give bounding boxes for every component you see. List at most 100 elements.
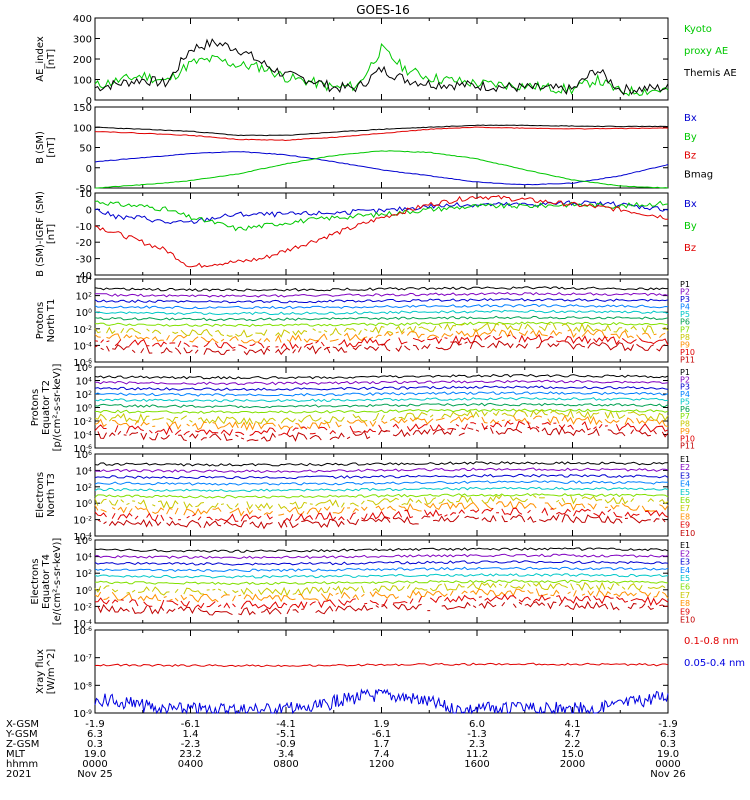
series-xray-long (94, 662, 669, 668)
series-bz (94, 126, 669, 142)
x-row-value: 6.3 (87, 729, 103, 740)
legend-entry: P3 (680, 295, 690, 304)
legend-entry: P5 (680, 310, 690, 319)
x-row-value: -1.9 (658, 719, 678, 730)
series-themis-ae (94, 38, 669, 96)
x-row-value: 15.0 (561, 749, 583, 760)
flux-channel-3 (94, 298, 669, 304)
y-tick-label: 0 (86, 164, 92, 175)
legend-entry: P6 (680, 405, 690, 414)
y-tick-label: 10-8 (73, 681, 92, 693)
legend-entry: P11 (680, 442, 695, 451)
flux-channel-4 (94, 303, 669, 310)
flux-channel-1 (94, 461, 668, 467)
y-axis-label: [W/m^2] (46, 649, 57, 695)
x-row-value: 1.7 (374, 739, 390, 750)
x-row-value: -2.3 (181, 739, 201, 750)
panel-3: -40 -30 -20 -10 0 10 B (SM)-IGRF (SM) [nT] Bx By B… (35, 189, 697, 282)
legend-entry: Bmag (684, 170, 713, 181)
flux-channel-7 (94, 494, 669, 510)
flux-channel-10 (94, 420, 669, 437)
panel-frame (94, 278, 669, 363)
flux-channel-8 (94, 588, 669, 603)
plot-title: GOES-16 (356, 3, 410, 17)
y-tick-label: 10-6 (73, 626, 92, 638)
flux-channel-6 (94, 402, 669, 409)
x-row-value: 11.2 (466, 749, 488, 760)
flux-channel-6 (94, 315, 669, 322)
y-tick-label: 10-4 (73, 532, 92, 544)
y-tick-label: 200 (73, 55, 92, 66)
flux-channel-3 (94, 473, 669, 480)
x-row-value: -4.1 (276, 719, 296, 730)
x-row-label: X-GSM (6, 719, 39, 730)
y-tick-label: 102 (75, 291, 92, 303)
y-axis-label: AE_index (35, 36, 46, 82)
series-by (94, 200, 669, 232)
y-axis-label: North T1 (46, 299, 57, 343)
legend-entry: P2 (680, 375, 690, 384)
legend-entry: E2 (680, 463, 690, 472)
legend-entry: P5 (680, 397, 690, 406)
y-axis-label: [nT] (46, 49, 57, 69)
y-tick-label: -40 (76, 271, 92, 282)
x-row-value: 19.0 (657, 749, 679, 760)
series-kyoto-proxy-ae (94, 42, 669, 97)
x-row-value: 7.4 (374, 749, 390, 760)
x-row-value: -5.1 (276, 729, 296, 740)
y-axis-label: Protons (30, 389, 41, 426)
x-row-value: 6.3 (660, 729, 676, 740)
flux-channel-4 (94, 480, 668, 486)
flux-channel-5 (94, 309, 669, 316)
flux-channel-7 (95, 583, 668, 596)
x-row-label: 2021 (6, 769, 31, 780)
y-tick-label: -30 (76, 255, 92, 266)
y-tick-label: 10-9 (73, 709, 92, 721)
y-tick-label: 10-6 (73, 444, 92, 456)
flux-channel-1 (94, 286, 668, 292)
panel-frame (94, 106, 669, 189)
y-tick-label: 10-2 (73, 324, 92, 336)
legend-entry: Bz (684, 151, 696, 162)
flux-channel-8 (94, 500, 669, 517)
y-tick-label: 100 (75, 403, 92, 415)
flux-channel-11 (97, 426, 669, 442)
legend-entry: E9 (680, 607, 690, 616)
y-tick-label: 100 (75, 585, 92, 597)
y-axis-label: Equator T4 (41, 554, 52, 609)
panel-1: 0 100 200 300 400 AE_index [nT] Kyoto proxy AE Th… (35, 14, 737, 107)
flux-channel-7 (95, 408, 669, 414)
y-tick-label: 10-2 (73, 602, 92, 614)
flux-channel-10 (94, 333, 669, 350)
legend-entry: P10 (680, 434, 695, 443)
legend-entry: E3 (680, 558, 690, 567)
series-bx (94, 200, 669, 225)
x-row-value: 1200 (369, 759, 394, 770)
y-tick-label: 104 (75, 275, 92, 287)
flux-channel-11 (95, 341, 668, 355)
x-row-value: -1.3 (467, 729, 487, 740)
legend-entry: P4 (680, 390, 690, 399)
series-bz (94, 195, 668, 268)
series-xray-short (94, 688, 669, 715)
legend-entry: P7 (680, 412, 690, 421)
panel-2: -50 0 50 100 150 B (SM) [nT] Bx By Bz Bmag (35, 103, 713, 195)
legend-entry: E1 (680, 455, 690, 464)
y-axis-label: [nT] (46, 137, 57, 157)
x-row-value: 1.4 (183, 729, 199, 740)
legend-entry: E8 (680, 512, 690, 521)
legend-entry: E7 (680, 504, 690, 513)
y-tick-label: 0 (86, 205, 92, 216)
y-axis-label: [nT] (46, 224, 57, 244)
legend-entry: P9 (680, 340, 690, 349)
x-row-label: hhmm (6, 759, 38, 770)
x-row-value: -6.1 (372, 729, 392, 740)
legend-entry: 0.1-0.8 nm (684, 636, 739, 647)
y-tick-label: 10-7 (73, 653, 92, 665)
flux-channel-9 (94, 593, 669, 610)
x-row-value: 19.0 (84, 749, 106, 760)
legend-entry: P3 (680, 383, 690, 392)
legend-entry: E7 (680, 591, 690, 600)
panel-4: 10-6 10-4 10-2 100 102 104 Protons North T1 P1P2… (35, 275, 695, 370)
